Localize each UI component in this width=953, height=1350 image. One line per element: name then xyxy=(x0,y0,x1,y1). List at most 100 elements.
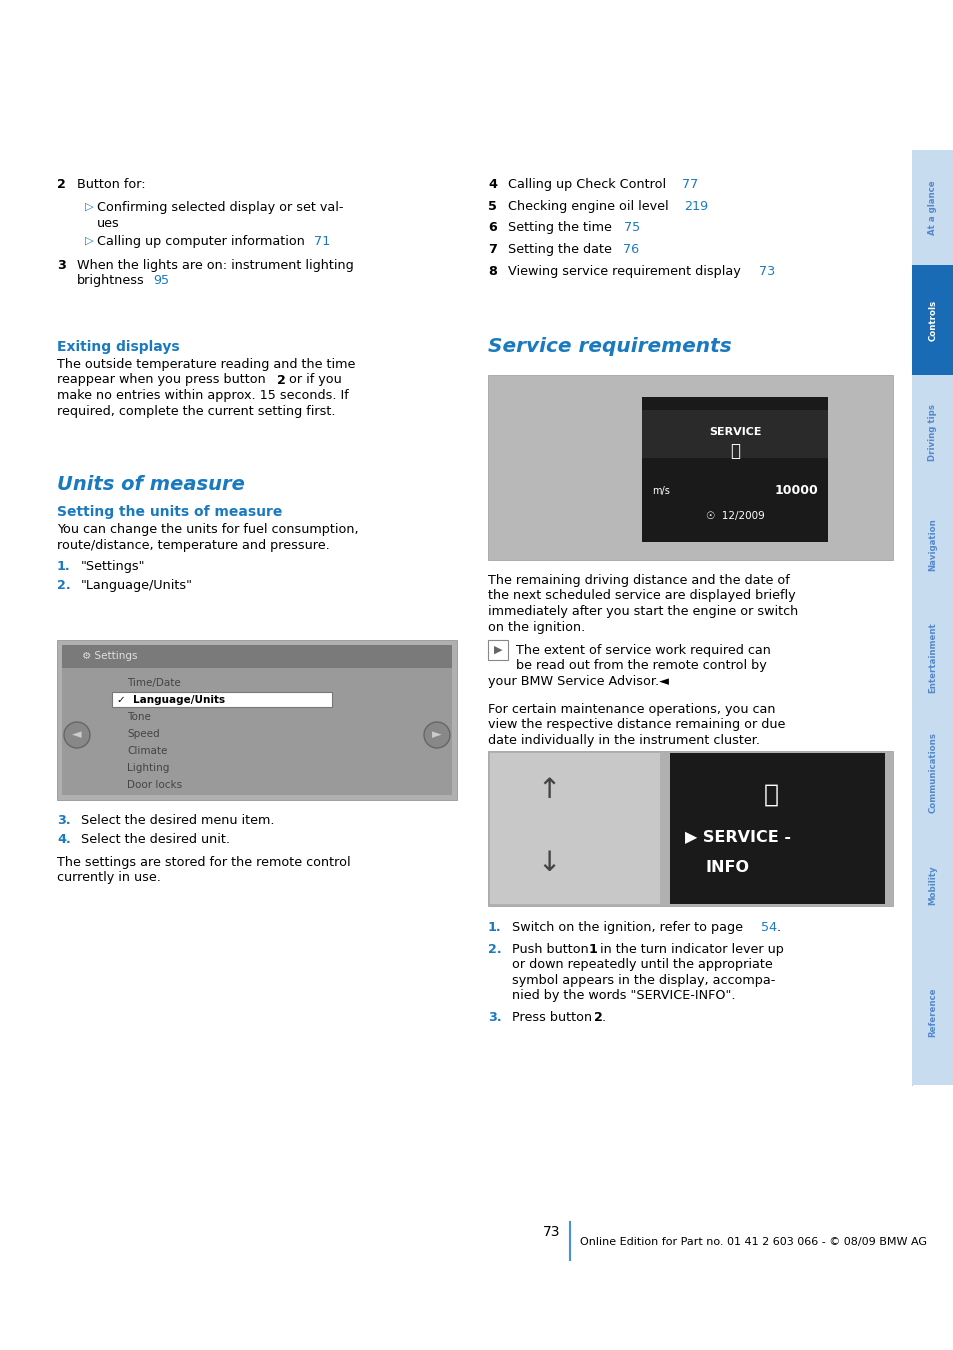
Bar xyxy=(488,375,892,560)
Bar xyxy=(488,640,507,660)
Text: m/s: m/s xyxy=(651,486,669,495)
Text: Calling up Check Control: Calling up Check Control xyxy=(507,178,665,190)
Text: route/distance, temperature and pressure.: route/distance, temperature and pressure… xyxy=(57,539,330,552)
Text: Driving tips: Driving tips xyxy=(927,404,937,460)
Text: 1: 1 xyxy=(588,942,598,956)
Bar xyxy=(62,645,452,668)
Text: Exiting displays: Exiting displays xyxy=(57,340,179,354)
Text: 🚗: 🚗 xyxy=(763,783,779,806)
Text: SERVICE: SERVICE xyxy=(708,427,760,436)
Text: The outside temperature reading and the time: The outside temperature reading and the … xyxy=(57,358,355,371)
Text: 6: 6 xyxy=(488,221,497,235)
Text: Units of measure: Units of measure xyxy=(57,475,245,494)
Bar xyxy=(62,645,452,795)
Text: Push button: Push button xyxy=(512,942,592,956)
Text: make no entries within approx. 15 seconds. If: make no entries within approx. 15 second… xyxy=(57,389,349,402)
Text: 71: 71 xyxy=(314,235,330,248)
Text: currently in use.: currently in use. xyxy=(57,871,161,884)
Text: 73: 73 xyxy=(759,265,775,278)
Text: Setting the units of measure: Setting the units of measure xyxy=(57,505,282,518)
Text: 7: 7 xyxy=(488,243,497,256)
Text: For certain maintenance operations, you can: For certain maintenance operations, you … xyxy=(488,702,775,716)
Text: The settings are stored for the remote control: The settings are stored for the remote c… xyxy=(57,856,351,869)
Text: 95: 95 xyxy=(152,274,169,288)
Text: ◄: ◄ xyxy=(72,729,82,741)
Text: view the respective distance remaining or due: view the respective distance remaining o… xyxy=(488,718,784,732)
Bar xyxy=(911,150,953,265)
Text: At a glance: At a glance xyxy=(927,180,937,235)
Text: or if you: or if you xyxy=(285,374,341,386)
Text: 219: 219 xyxy=(683,200,707,213)
Text: Navigation: Navigation xyxy=(927,518,937,571)
Bar xyxy=(670,753,884,904)
Circle shape xyxy=(64,722,90,748)
Text: Select the desired menu item.: Select the desired menu item. xyxy=(81,814,274,828)
Text: Service requirements: Service requirements xyxy=(488,338,731,356)
Text: symbol appears in the display, accompa-: symbol appears in the display, accompa- xyxy=(512,973,775,987)
Text: 2: 2 xyxy=(57,178,66,190)
Bar xyxy=(488,751,892,906)
Text: 1.: 1. xyxy=(57,560,71,574)
Bar xyxy=(911,599,953,716)
Text: 73: 73 xyxy=(542,1224,559,1239)
Text: date individually in the instrument cluster.: date individually in the instrument clus… xyxy=(488,733,760,747)
Bar xyxy=(112,693,332,707)
Text: Setting the date: Setting the date xyxy=(507,243,611,256)
Text: 2: 2 xyxy=(594,1011,602,1023)
Text: "Language/Units": "Language/Units" xyxy=(81,579,193,591)
Text: ↑: ↑ xyxy=(537,776,559,803)
Bar xyxy=(911,830,953,940)
Text: Online Edition for Part no. 01 41 2 603 066 - © 08/09 BMW AG: Online Edition for Part no. 01 41 2 603 … xyxy=(579,1237,926,1247)
Text: immediately after you start the engine or switch: immediately after you start the engine o… xyxy=(488,605,798,618)
Bar xyxy=(641,397,827,541)
Bar xyxy=(911,265,953,375)
Text: 75: 75 xyxy=(623,221,639,235)
Text: 3: 3 xyxy=(57,259,66,271)
Text: 4.: 4. xyxy=(57,833,71,845)
Bar xyxy=(911,716,953,830)
Text: ▷: ▷ xyxy=(85,235,93,246)
Text: 54: 54 xyxy=(760,921,777,934)
Bar xyxy=(57,640,456,801)
Text: be read out from the remote control by: be read out from the remote control by xyxy=(516,659,766,672)
Text: ▷: ▷ xyxy=(85,201,93,211)
Text: Climate: Climate xyxy=(127,747,167,756)
Text: 3.: 3. xyxy=(57,814,71,828)
Text: Communications: Communications xyxy=(927,732,937,813)
Text: Select the desired unit.: Select the desired unit. xyxy=(81,833,230,845)
Text: When the lights are on: instrument lighting: When the lights are on: instrument light… xyxy=(77,259,354,271)
Text: required, complete the current setting first.: required, complete the current setting f… xyxy=(57,405,335,417)
Text: You can change the units for fuel consumption,: You can change the units for fuel consum… xyxy=(57,522,358,536)
Text: in the turn indicator lever up: in the turn indicator lever up xyxy=(596,942,783,956)
Text: Speed: Speed xyxy=(127,729,159,738)
Text: 2.: 2. xyxy=(57,579,71,591)
Text: brightness: brightness xyxy=(77,274,145,288)
Text: Mobility: Mobility xyxy=(927,865,937,904)
Text: or down repeatedly until the appropriate: or down repeatedly until the appropriate xyxy=(512,958,772,971)
Text: Reference: Reference xyxy=(927,988,937,1037)
Text: 2.: 2. xyxy=(488,942,501,956)
Text: 77: 77 xyxy=(681,178,698,190)
Text: Controls: Controls xyxy=(927,300,937,340)
Text: Confirming selected display or set val-: Confirming selected display or set val- xyxy=(97,201,343,215)
Text: your BMW Service Advisor.◄: your BMW Service Advisor.◄ xyxy=(488,675,668,687)
Text: 10000: 10000 xyxy=(774,485,818,498)
Text: .: . xyxy=(776,921,781,934)
Text: ✓  Language/Units: ✓ Language/Units xyxy=(117,695,225,705)
Text: ►: ► xyxy=(432,729,441,741)
Text: the next scheduled service are displayed briefly: the next scheduled service are displayed… xyxy=(488,590,795,602)
Bar xyxy=(641,410,827,458)
Text: Button for:: Button for: xyxy=(77,178,146,190)
Text: nied by the words "SERVICE-INFO".: nied by the words "SERVICE-INFO". xyxy=(512,990,735,1002)
Bar xyxy=(911,490,953,599)
Text: Lighting: Lighting xyxy=(127,763,170,774)
Text: INFO: INFO xyxy=(704,860,748,875)
Text: The remaining driving distance and the date of: The remaining driving distance and the d… xyxy=(488,574,789,587)
Text: The extent of service work required can: The extent of service work required can xyxy=(516,644,770,656)
Text: 🚗: 🚗 xyxy=(729,441,740,459)
Text: ues: ues xyxy=(97,217,120,230)
Circle shape xyxy=(423,722,450,748)
Text: ▶: ▶ xyxy=(494,645,501,655)
Bar xyxy=(911,940,953,1085)
Text: reappear when you press button: reappear when you press button xyxy=(57,374,270,386)
